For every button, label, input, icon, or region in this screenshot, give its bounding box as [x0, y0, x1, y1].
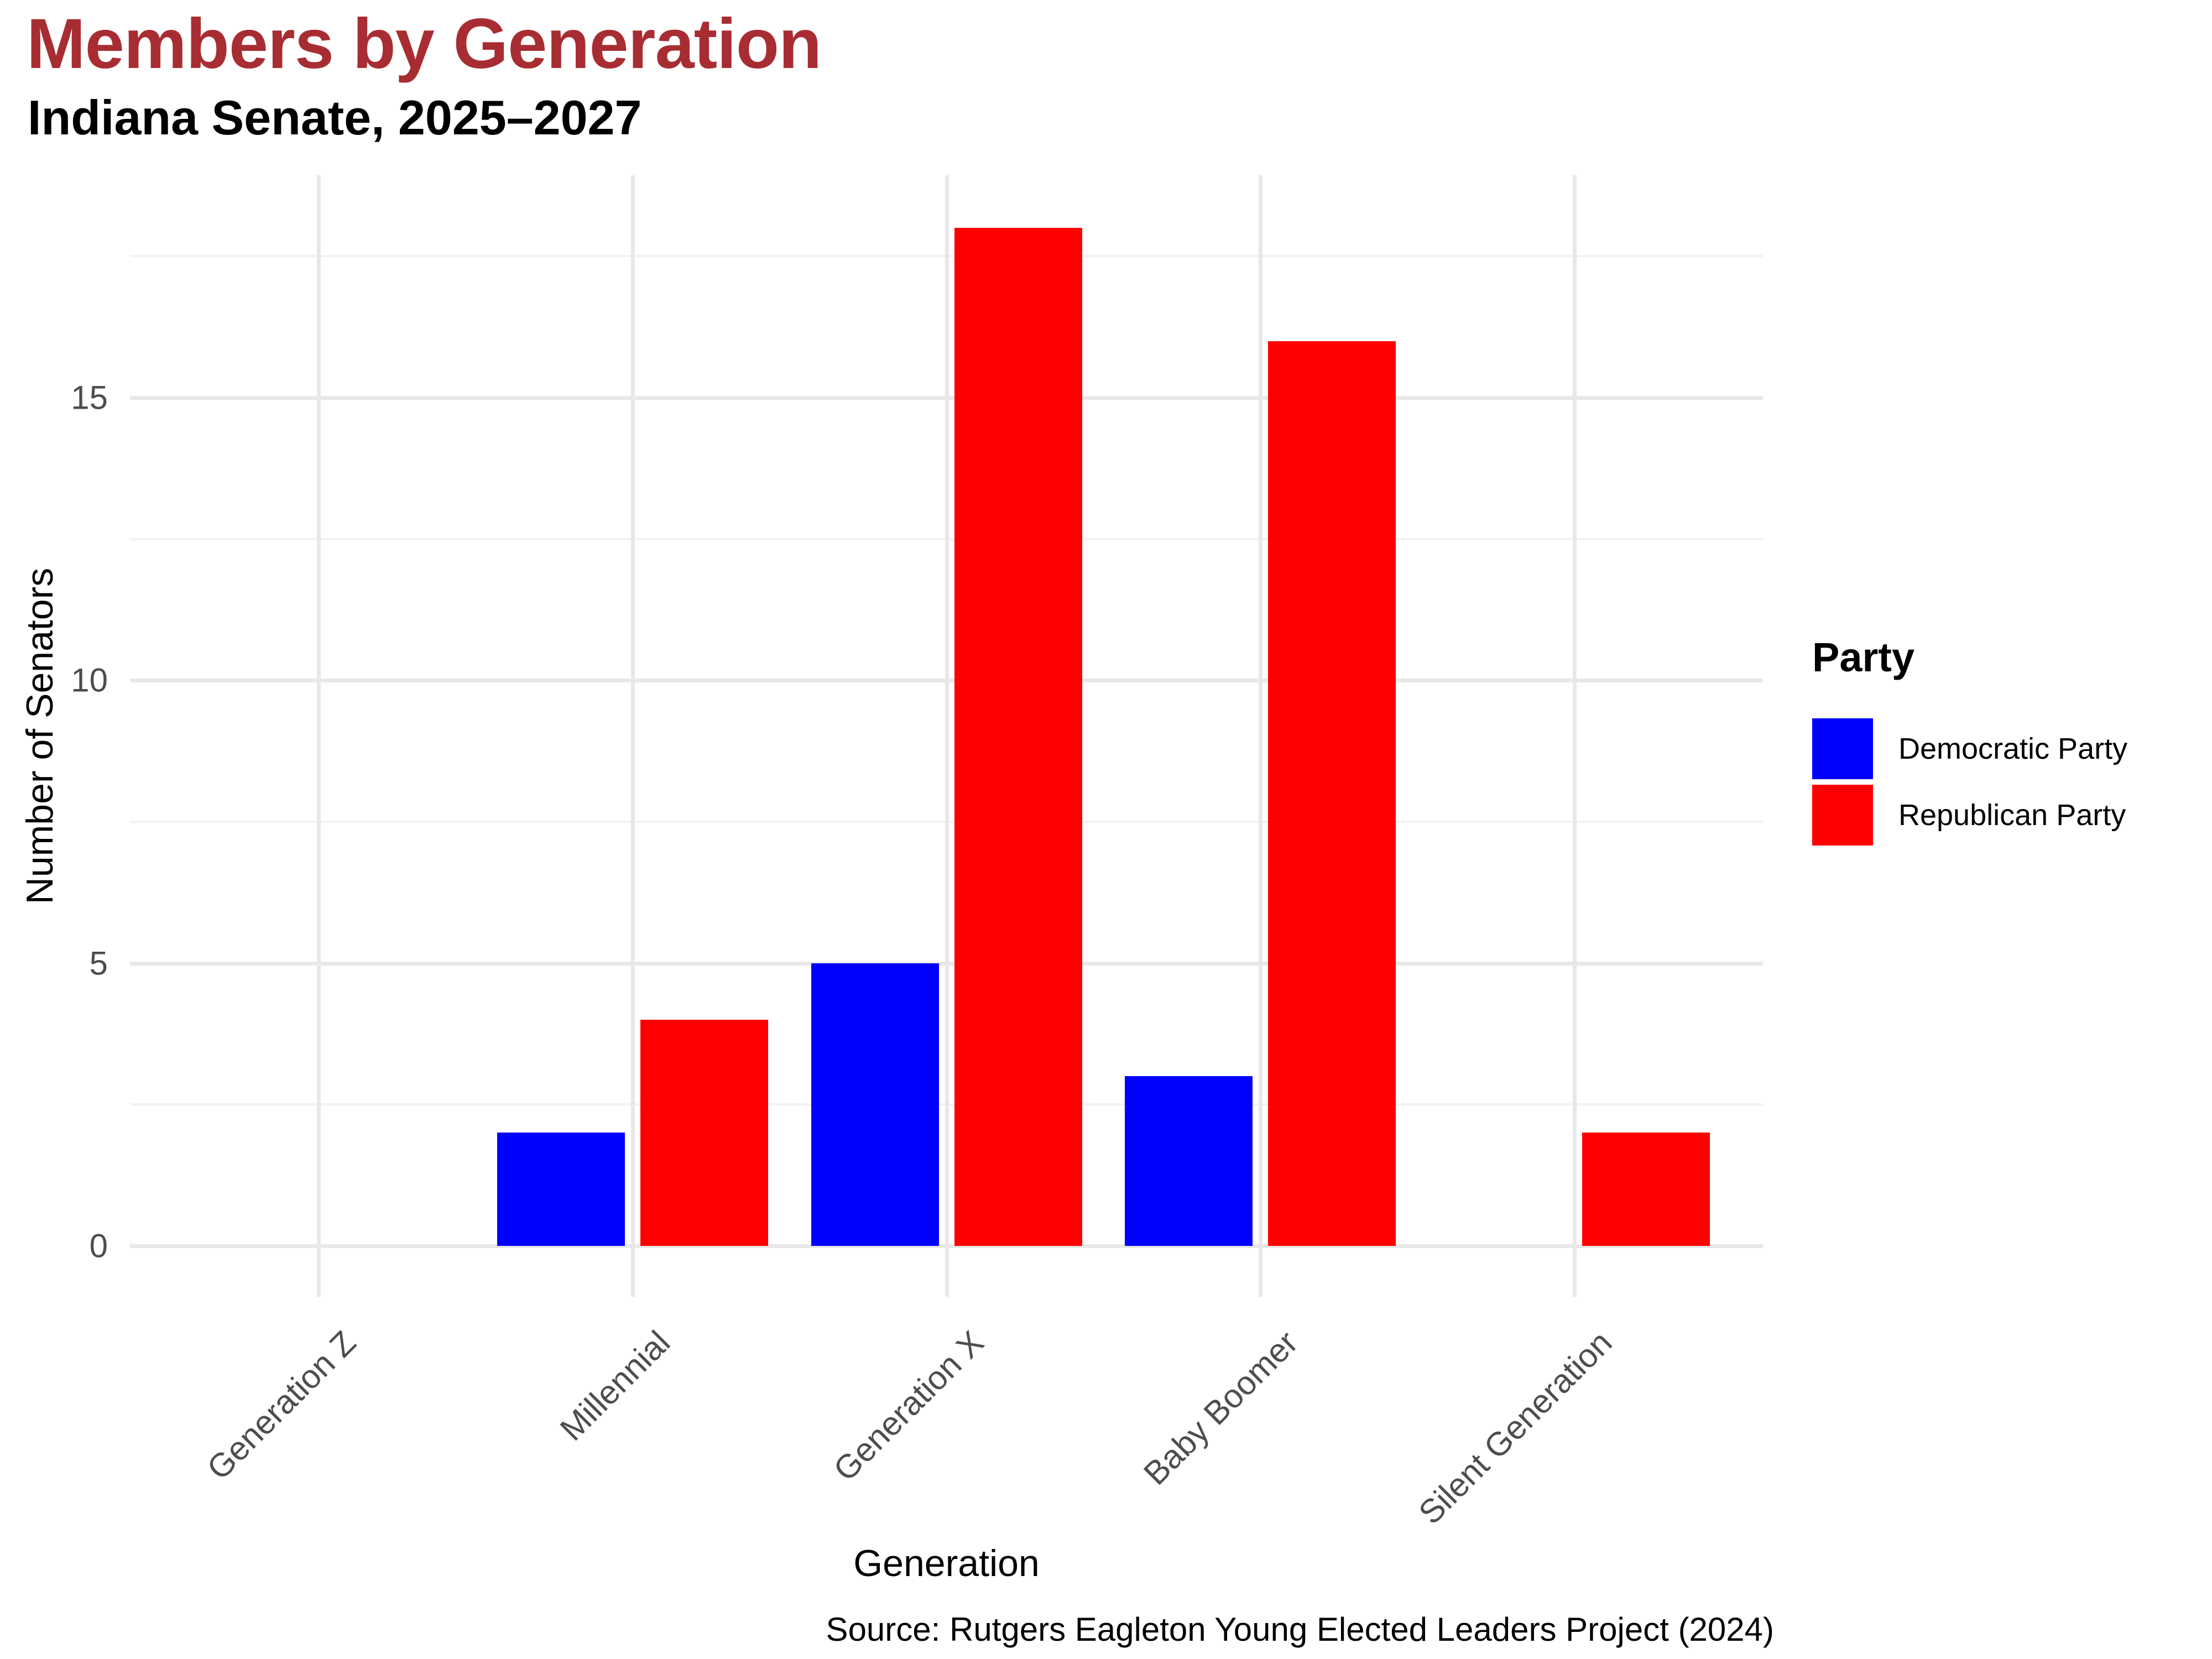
bar-republican-millennial	[640, 1019, 768, 1246]
x-axis-tick-label: Silent Generation	[1411, 1323, 1619, 1531]
legend: Party Democratic Party Republican Party	[1812, 634, 2127, 851]
y-axis-tick-label: 15	[71, 379, 108, 416]
bar-democratic-baby-boomer	[1125, 1076, 1253, 1246]
y-axis-title: Number of Senators	[19, 567, 61, 905]
gridline-vertical	[1573, 175, 1577, 1297]
y-axis-tick-label: 10	[71, 661, 108, 699]
bar-republican-generation-x	[954, 228, 1082, 1246]
legend-swatch-republican	[1812, 785, 1873, 846]
bar-republican-baby-boomer	[1268, 341, 1396, 1246]
x-axis-tick-label: Baby Boomer	[1136, 1323, 1305, 1493]
legend-item: Republican Party	[1812, 785, 2126, 846]
chart-title: Members by Generation	[27, 4, 822, 84]
y-axis-tick-label: 0	[89, 1227, 108, 1265]
x-axis-tick-label: Generation X	[826, 1323, 991, 1489]
legend-label: Republican Party	[1898, 799, 2126, 832]
legend-item: Democratic Party	[1812, 718, 2127, 779]
y-axis-tick-label: 5	[89, 945, 108, 982]
gridline-vertical	[316, 175, 321, 1297]
plot-panel	[130, 175, 1763, 1297]
x-axis-title: Generation	[853, 1542, 1040, 1584]
x-axis-tick-label: Generation Z	[199, 1323, 363, 1487]
bar-democratic-millennial	[497, 1133, 625, 1246]
bar-democratic-generation-x	[811, 963, 939, 1246]
gridline-vertical	[630, 175, 635, 1297]
chart-subtitle: Indiana Senate, 2025–2027	[28, 90, 642, 145]
legend-swatch-democratic	[1812, 718, 1873, 779]
source-caption: Source: Rutgers Eagleton Young Elected L…	[826, 1611, 1774, 1648]
gridline-vertical	[1259, 175, 1263, 1297]
gridline-vertical	[945, 175, 949, 1297]
x-axis-tick-label: Millennial	[552, 1323, 677, 1448]
legend-title: Party	[1812, 634, 1915, 680]
legend-label: Democratic Party	[1898, 732, 2128, 765]
bar-republican-silent-generation	[1582, 1133, 1710, 1246]
